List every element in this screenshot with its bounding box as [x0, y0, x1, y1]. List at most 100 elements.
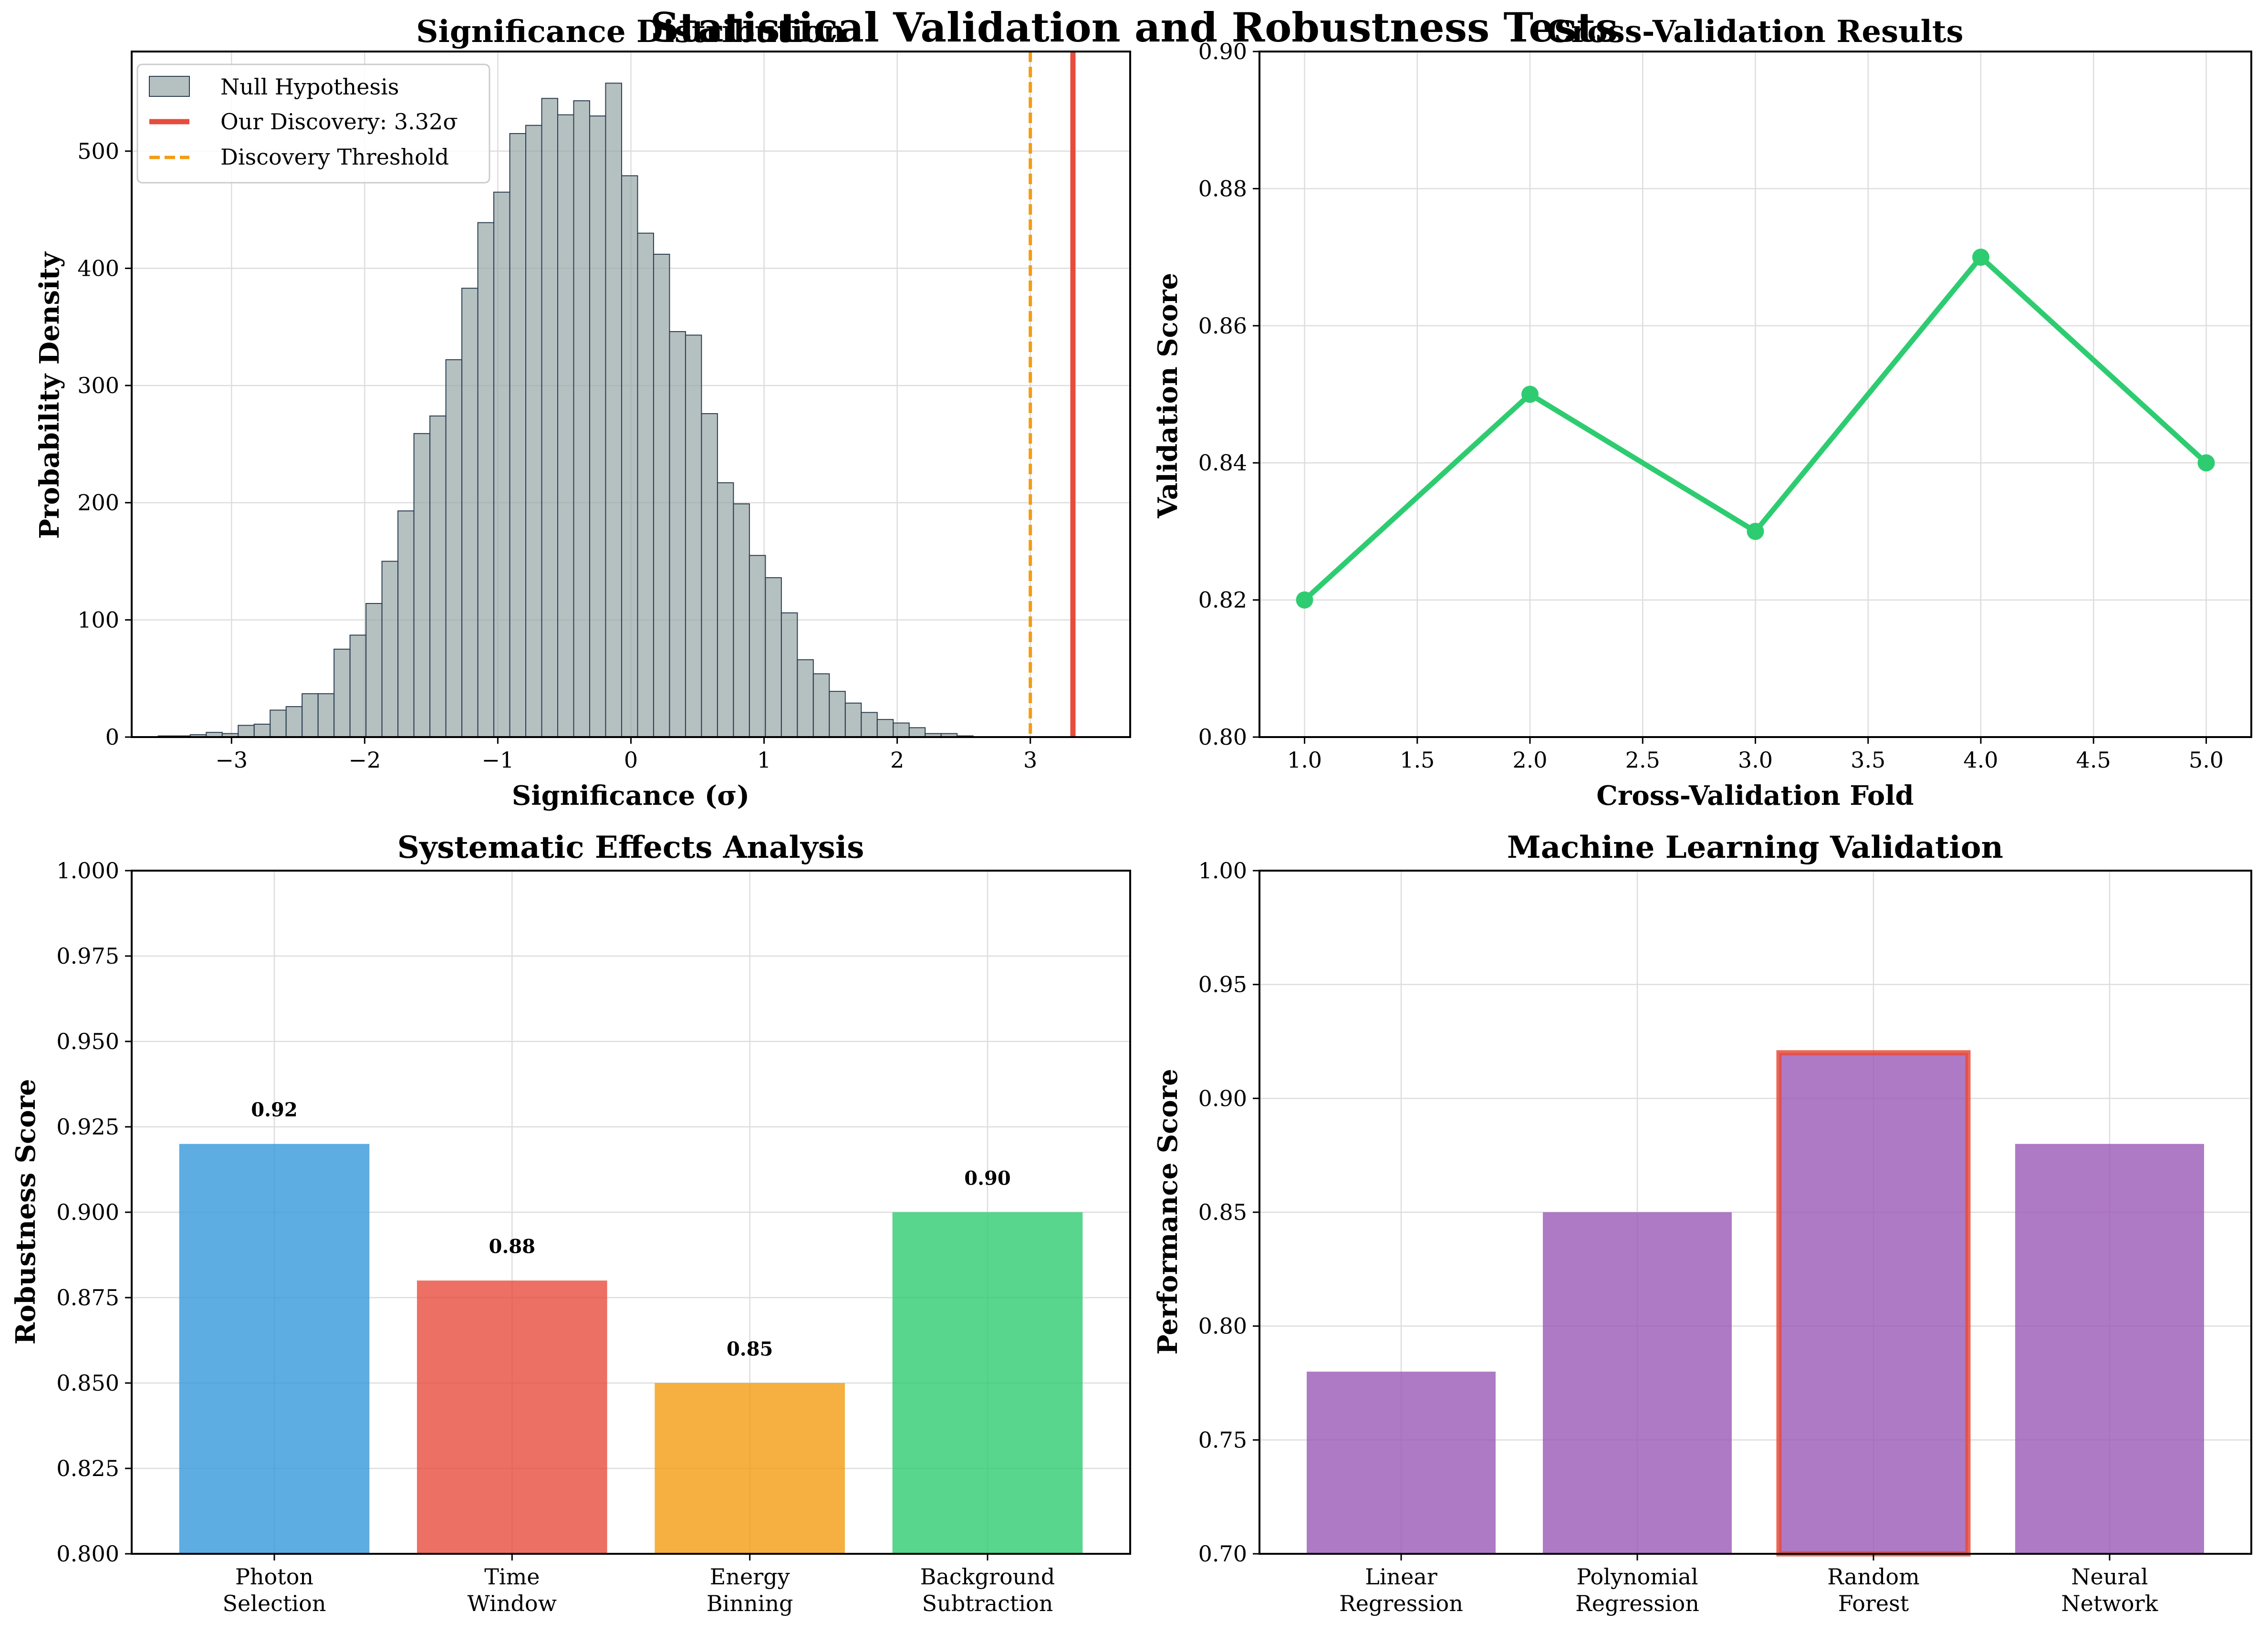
x-tick-label: −1: [482, 747, 514, 773]
y-tick-label: 0.800: [56, 1541, 119, 1567]
x-tick-label: 1.5: [1400, 747, 1435, 773]
y-tick-label: 0.75: [1198, 1427, 1247, 1453]
x-tick-label: 3.5: [1851, 747, 1885, 773]
histogram-bar: [749, 555, 766, 738]
bar-value-label: 0.92: [251, 1099, 297, 1121]
best-model-bar: [1776, 1050, 1971, 1557]
histogram-bar: [685, 334, 702, 738]
figure-title: Statistical Validation and Robustness Te…: [650, 4, 1618, 51]
significance-title: Significance Distribution: [416, 14, 845, 50]
p2-marks: 0.92 0.88 0.85 0.90: [179, 1099, 1083, 1554]
x-tick-label-line2: Network: [2061, 1591, 2159, 1616]
x-tick-label-line1: Energy: [710, 1564, 790, 1590]
histogram-bar: [238, 725, 255, 738]
systematic-title: Systematic Effects Analysis: [397, 830, 864, 865]
y-tick-label: 0.85: [1198, 1199, 1247, 1225]
histogram-bar: [653, 253, 670, 738]
x-tick-label: 4.0: [1963, 747, 1998, 773]
x-tick-label: 5.0: [2189, 747, 2224, 773]
y-tick-label: 0.70: [1198, 1541, 1247, 1567]
histogram-bar: [717, 482, 734, 738]
histogram-bar: [637, 232, 654, 738]
y-tick-label: 0.82: [1198, 587, 1247, 613]
cross-validation-panel: 0.80 0.82 0.84 0.86 0.88 0.90 1.0 1.5 2.0 2.5 3.0 3…: [1152, 14, 2252, 811]
x-tick-label-line1: Linear: [1365, 1564, 1437, 1590]
y-tick-label: 0.90: [1198, 1085, 1247, 1111]
x-tick-label: −2: [348, 747, 381, 773]
p0-axes: 0 100 200 300 400 500 −3 −2 −1 0 1 2 3: [77, 51, 1131, 773]
x-tick-label-line2: Regression: [1339, 1591, 1463, 1616]
x-tick-label-line2: Subtraction: [922, 1591, 1053, 1616]
histogram-bar: [397, 510, 415, 738]
x-tick-label-line2: Selection: [223, 1591, 326, 1616]
significance-xlabel: Significance (σ): [512, 780, 749, 811]
y-tick-label: 0.950: [56, 1029, 119, 1054]
y-tick-label: 1.000: [56, 858, 119, 884]
histogram-bar: [812, 673, 830, 738]
y-tick-label: 300: [77, 373, 119, 398]
y-tick-label: 0.86: [1198, 313, 1247, 339]
y-tick-label: 0.975: [56, 943, 119, 969]
y-tick-label: 0.900: [56, 1199, 119, 1225]
y-tick-label: 0.80: [1198, 724, 1247, 750]
y-tick-label: 200: [77, 490, 119, 516]
legend-label-discovery: Our Discovery: 3.32σ: [220, 109, 458, 135]
histogram-bar: [829, 691, 846, 738]
legend-swatch-null: [149, 76, 190, 97]
legend-label-null: Null Hypothesis: [220, 74, 399, 100]
y-tick-label: 0.825: [56, 1456, 119, 1481]
histogram-bar: [493, 191, 510, 738]
histogram-bar: [381, 561, 399, 738]
histogram-bar: [780, 612, 798, 738]
histogram-bar: [541, 98, 559, 738]
legend: Null Hypothesis Our Discovery: 3.32σ Dis…: [136, 63, 490, 184]
performance-bar: [1543, 1212, 1732, 1554]
x-tick-label-line1: Polynomial: [1576, 1564, 1698, 1590]
x-tick-label-line1: Random: [1827, 1564, 1920, 1590]
validation-point: [1747, 522, 1764, 540]
p3-axes: 0.700.750.800.850.900.951.00LinearRegres…: [1198, 858, 2252, 1616]
cv-title: Cross-Validation Results: [1547, 14, 1963, 50]
histogram-bar: [589, 115, 606, 738]
significance-panel: 0 100 200 300 400 500 −3 −2 −1 0 1 2 3 Significance …: [34, 14, 1131, 811]
legend-box: [136, 63, 490, 184]
histogram-bar: [285, 706, 303, 738]
p1-axes: 0.80 0.82 0.84 0.86 0.88 0.90 1.0 1.5 2.0 2.5 3.0 3…: [1198, 39, 2252, 773]
histogram-bar: [861, 712, 878, 738]
histogram-bar: [365, 603, 383, 738]
histogram-bar: [461, 288, 479, 738]
x-tick-label: 1: [757, 747, 771, 773]
y-tick-label: 400: [77, 255, 119, 281]
histogram-bar: [573, 100, 590, 738]
p2-axes: 0.800 0.825 0.850 0.875 0.900 0.925 0.950 0.975…: [56, 858, 1131, 1616]
histogram-bar: [349, 634, 367, 738]
p0-marks: [157, 52, 1076, 738]
axes-frame: [131, 870, 1131, 1555]
ml-ylabel: Performance Score: [1152, 1069, 1184, 1354]
histogram-bar: [908, 727, 926, 738]
x-tick-label-line2: Regression: [1575, 1591, 1699, 1616]
histogram-bar: [765, 577, 782, 738]
histogram-bar: [317, 693, 335, 738]
bar-value-label: 0.88: [489, 1236, 535, 1258]
x-tick-label: 3: [1023, 747, 1037, 773]
cv-xlabel: Cross-Validation Fold: [1596, 780, 1914, 811]
histogram-bar: [876, 719, 894, 738]
x-tick-label: 2: [890, 747, 904, 773]
performance-bar: [2015, 1144, 2204, 1554]
significance-ylabel: Probability Density: [34, 251, 65, 539]
y-tick-label: 0.84: [1198, 450, 1247, 476]
axes-frame: [1259, 870, 2252, 1555]
x-tick-label-line2: Window: [468, 1591, 557, 1616]
histogram-bar: [893, 722, 910, 738]
x-tick-label: 2.5: [1625, 747, 1660, 773]
y-tick-label: 1.00: [1198, 858, 1247, 884]
x-tick-label: 2.0: [1512, 747, 1547, 773]
systematic-ylabel: Robustness Score: [10, 1079, 42, 1344]
histogram-bar: [797, 659, 814, 738]
histogram-bar: [302, 693, 319, 738]
axes-frame: [131, 51, 1131, 738]
p3-marks: [1307, 1050, 2204, 1557]
validation-point: [1972, 249, 1989, 266]
x-tick-label-line2: Forest: [1838, 1591, 1909, 1616]
